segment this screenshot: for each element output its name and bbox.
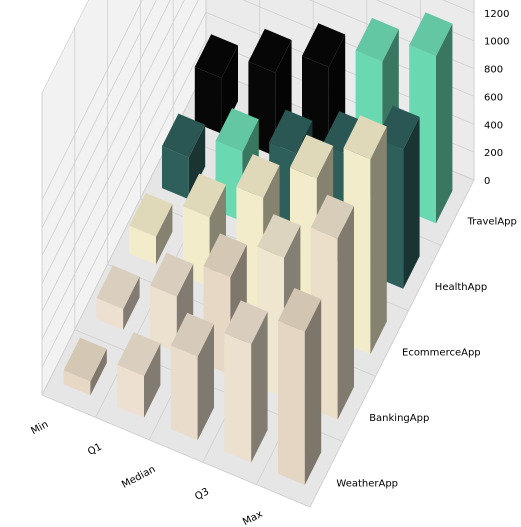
bar-top-face	[96, 265, 140, 310]
bar-top-face	[409, 12, 453, 57]
bar-side-face	[90, 348, 107, 396]
bar-top-face	[257, 214, 301, 258]
bar-top-face	[63, 337, 107, 382]
bar-top-face	[343, 115, 387, 160]
bar-side-face	[221, 45, 238, 134]
bar-side-face	[188, 124, 206, 200]
bar-front-face	[96, 298, 124, 331]
bar-side-face	[144, 343, 161, 418]
bar-top-face	[182, 173, 226, 218]
grid-line-z	[41, 0, 143, 201]
x-tick-label: Max	[241, 509, 264, 527]
z-tick-label: 1200	[484, 9, 509, 20]
bar-top-face	[248, 28, 292, 73]
bar-top-face	[150, 252, 194, 297]
bar-TravelApp-Min	[194, 34, 238, 134]
bar-side-face	[304, 299, 322, 485]
bar-top-face	[215, 108, 259, 152]
bar-EcommerceApp-Min	[129, 192, 173, 265]
bar-front-face	[278, 320, 305, 485]
bar-WeatherApp-Q1	[117, 332, 161, 418]
bar-WeatherApp-Median	[170, 312, 214, 441]
bar-top-face	[194, 34, 238, 79]
y-tick-label: HealthApp	[435, 282, 487, 293]
bar-top-face	[203, 233, 247, 278]
bar-HealthApp-Min	[162, 113, 206, 200]
bar-side-face	[337, 205, 354, 420]
bar-WeatherApp-Q3	[224, 300, 268, 463]
z-tick-label: 1000	[484, 37, 509, 48]
bar-front-face	[170, 345, 198, 441]
bar-top-face	[236, 154, 280, 198]
bar-top-face	[278, 287, 322, 332]
bar-side-face	[156, 204, 173, 265]
x-tick-label: Median	[120, 464, 157, 491]
y-tick-label: BankingApp	[369, 413, 429, 424]
bar-side-face	[370, 126, 387, 355]
bar-WeatherApp-Max	[278, 287, 322, 485]
z-tick-label: 0	[484, 176, 490, 187]
bar-side-face	[436, 23, 453, 224]
bar-front-face	[63, 370, 91, 396]
z-tick-label: 400	[484, 120, 503, 131]
bars	[63, 12, 453, 485]
bar-top-face	[117, 332, 161, 377]
bar-front-face	[224, 333, 252, 463]
z-tick-label: 200	[484, 148, 503, 159]
bar-top-face	[224, 300, 268, 345]
bar-side-face	[251, 311, 268, 463]
bar-top-face	[355, 17, 399, 62]
x-tick-label: Q3	[193, 486, 211, 502]
bar-top-face	[290, 134, 334, 179]
x-tick-label: Q1	[86, 442, 104, 458]
bar-top-face	[376, 105, 420, 150]
bar-top-face	[322, 111, 366, 155]
y-tick-label: TravelApp	[467, 217, 517, 228]
bar-top-face	[162, 113, 206, 158]
y-tick-label: WeatherApp	[336, 478, 398, 489]
bar-top-face	[302, 23, 346, 68]
bar-top-face	[310, 194, 354, 239]
z-tick-label: 800	[484, 65, 503, 76]
bar-top-face	[129, 192, 173, 237]
bar-BankingApp-Min	[96, 265, 140, 331]
x-tick-label: Min	[29, 419, 50, 437]
bar-front-face	[150, 285, 177, 353]
grid-line-z	[41, 0, 475, 256]
bar-side-face	[403, 116, 420, 289]
bar-side-face	[123, 276, 140, 331]
bar-top-face	[269, 109, 313, 154]
y-tick-label: EcommerceApp	[402, 348, 481, 359]
grid-line-z	[41, 0, 475, 229]
bar-side-face	[197, 324, 214, 441]
bar-front-face	[162, 146, 189, 200]
z-tick-label: 600	[484, 92, 503, 103]
bar-WeatherApp-Min	[63, 337, 107, 396]
bar-top-face	[170, 312, 214, 357]
bar-front-face	[194, 66, 222, 134]
bar-front-face	[117, 364, 144, 418]
bar-front-face	[129, 225, 156, 265]
